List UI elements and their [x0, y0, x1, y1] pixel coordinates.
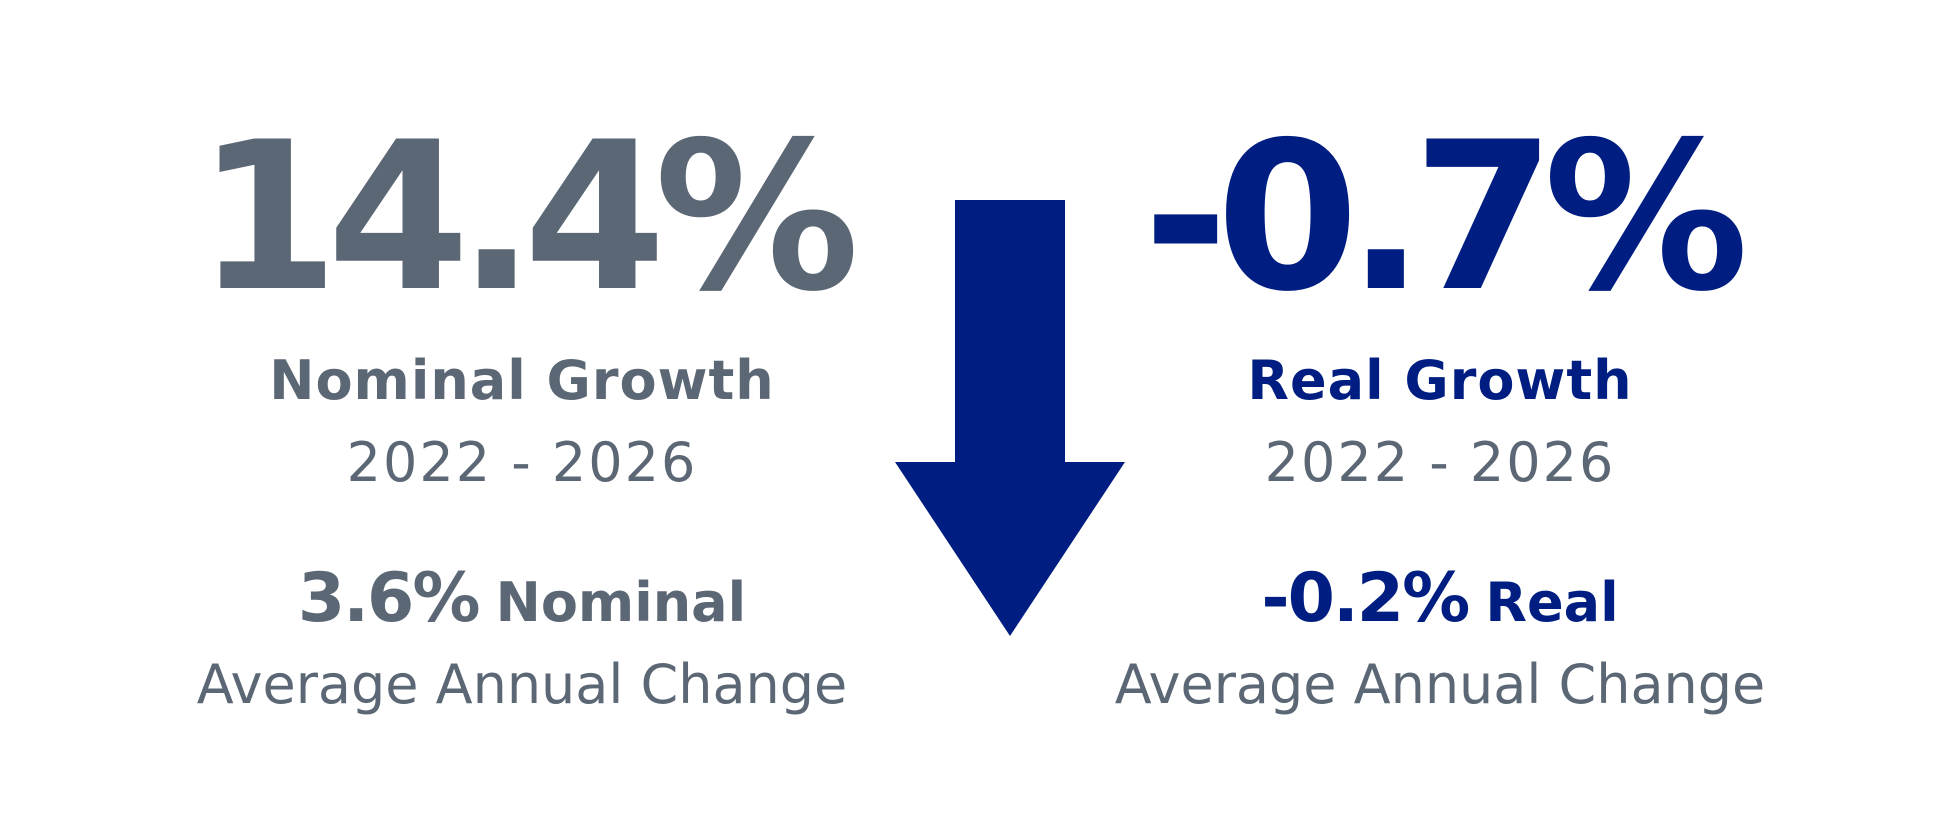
nominal-average-caption: Average Annual Change: [196, 653, 848, 716]
nominal-growth-label: Nominal Growth: [269, 349, 775, 412]
down-arrow-icon: [895, 200, 1125, 636]
real-average-caption: Average Annual Change: [1114, 653, 1766, 716]
down-arrow-shape: [895, 200, 1125, 636]
real-average-word: Real: [1485, 571, 1619, 634]
nominal-average-line: 3.6% Nominal: [142, 564, 902, 638]
real-average-line: -0.2% Real: [1060, 564, 1820, 638]
real-growth-value: -0.7%: [1143, 99, 1749, 337]
real-growth-label: Real Growth: [1247, 349, 1633, 412]
real-years: 2022 - 2026: [1264, 431, 1616, 494]
real-average-value: -0.2%: [1261, 559, 1470, 638]
nominal-average-word: Nominal: [495, 571, 747, 634]
nominal-growth-value: 14.4%: [196, 99, 859, 337]
nominal-average-value: 3.6%: [297, 559, 481, 638]
nominal-years: 2022 - 2026: [346, 431, 698, 494]
